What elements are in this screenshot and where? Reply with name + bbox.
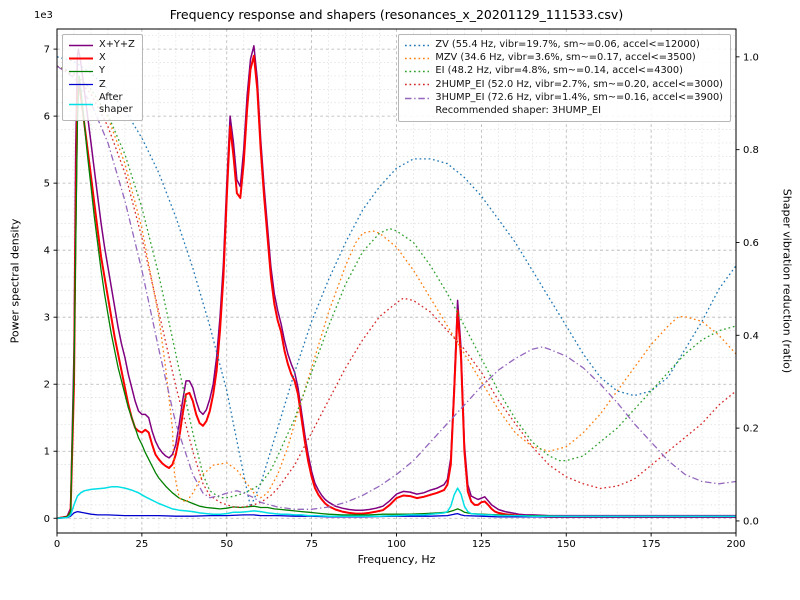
y-right-tick-label: 1.0 xyxy=(743,52,759,63)
x-tick-label: 200 xyxy=(726,539,745,550)
legend-label: After shaper xyxy=(99,91,133,116)
left-axis-multiplier: 1e3 xyxy=(34,10,53,21)
series-2hump_ei xyxy=(57,65,736,508)
tick-labels: 0 25 50 75 100 125 150 175 200 0 1 2 3 4 5 6 7 0.0 0.2 0.4 0… xyxy=(44,45,759,550)
legend-label: 2HUMP_EI (52.0 Hz, vibr=2.7%, sm~=0.20, … xyxy=(435,78,723,90)
legend-item: 2HUMP_EI (52.0 Hz, vibr=2.7%, sm~=0.20, … xyxy=(404,79,723,91)
legend-line-sample xyxy=(69,44,93,46)
legend-label: ZV (55.4 Hz, vibr=19.7%, sm~=0.06, accel… xyxy=(435,39,700,50)
tick-marks xyxy=(53,48,740,537)
shapers-legend: ZV (55.4 Hz, vibr=19.7%, sm~=0.06, accel… xyxy=(398,34,731,123)
legend-label: 3HUMP_EI (72.6 Hz, vibr=1.4%, sm~=0.16, … xyxy=(435,91,723,103)
y-left-tick-label: 0 xyxy=(44,514,50,525)
y-left-tick-label: 2 xyxy=(44,380,50,391)
series-after-shaper xyxy=(57,486,736,520)
x-tick-label: 0 xyxy=(54,539,60,550)
y-left-tick-label: 3 xyxy=(44,313,50,324)
legend-item: 3HUMP_EI (72.6 Hz, vibr=1.4%, sm~=0.16, … xyxy=(404,92,723,104)
series-mzv xyxy=(57,65,736,504)
legend-line-sample xyxy=(405,70,430,73)
series-layer xyxy=(57,45,736,520)
chart-title: Frequency response and shapers (resonanc… xyxy=(169,7,624,22)
legend-item: After shaper xyxy=(68,92,135,116)
y-right-tick-label: 0.2 xyxy=(743,424,759,435)
legend-label: Recommended shaper: 3HUMP_EI xyxy=(435,105,602,117)
legend-label: EI (48.2 Hz, vibr=4.8%, sm~=0.14, accel<… xyxy=(435,65,683,77)
y-left-tick-label: 7 xyxy=(44,45,50,56)
legend-line-sample xyxy=(405,44,430,46)
legend-line-sample xyxy=(405,84,430,86)
x-tick-label: 175 xyxy=(642,539,661,550)
y-left-tick-label: 6 xyxy=(44,112,50,123)
legend-label: Y xyxy=(99,65,105,77)
series-z xyxy=(57,510,736,519)
legend-label: MZV (34.6 Hz, vibr=3.6%, sm~=0.17, accel… xyxy=(435,52,696,64)
series-3hump_ei xyxy=(57,65,736,510)
series-zv xyxy=(57,56,736,508)
legend-label: X xyxy=(99,52,106,64)
legend-item: Recommended shaper: 3HUMP_EI xyxy=(404,105,723,117)
legend-line-sample xyxy=(405,97,430,99)
x-tick-label: 25 xyxy=(136,539,149,550)
legend-item: X+Y+Z xyxy=(68,39,135,51)
y-right-tick-label: 0.0 xyxy=(743,516,759,527)
legend-item: EI (48.2 Hz, vibr=4.8%, sm~=0.14, accel<… xyxy=(404,65,723,77)
legend-item: MZV (34.6 Hz, vibr=3.6%, sm~=0.17, accel… xyxy=(404,52,723,64)
legend-item: Y xyxy=(68,65,135,77)
series-ei xyxy=(57,65,736,499)
x-tick-label: 125 xyxy=(472,539,491,550)
legend-line-sample xyxy=(69,57,93,60)
y-left-tick-label: 1 xyxy=(44,447,50,458)
legend-label: Z xyxy=(99,78,106,90)
x-tick-label: 75 xyxy=(305,539,318,550)
y-right-tick-label: 0.8 xyxy=(743,145,759,156)
legend-line-sample xyxy=(69,70,93,73)
legend-line-sample xyxy=(69,84,93,86)
series-x xyxy=(57,54,736,520)
psd-legend: X+Y+Z X Y Z After shaper xyxy=(62,34,143,122)
y-left-tick-label: 4 xyxy=(44,246,50,257)
legend-line-sample xyxy=(69,103,93,105)
legend-item: ZV (55.4 Hz, vibr=19.7%, sm~=0.06, accel… xyxy=(404,39,723,51)
x-tick-label: 100 xyxy=(387,539,406,550)
y-right-tick-label: 0.4 xyxy=(743,331,759,342)
series-y xyxy=(57,75,736,519)
legend-line-sample xyxy=(405,57,430,60)
legend-label: X+Y+Z xyxy=(99,39,135,50)
y-right-tick-label: 0.6 xyxy=(743,238,759,249)
legend-sample-spacer xyxy=(404,106,430,117)
y-left-tick-label: 5 xyxy=(44,179,50,190)
x-tick-label: 150 xyxy=(557,539,576,550)
legend-item: Z xyxy=(68,79,135,91)
x-tick-label: 50 xyxy=(220,539,233,550)
legend-item: X xyxy=(68,52,135,64)
x-axis-label: Frequency, Hz xyxy=(357,553,436,566)
